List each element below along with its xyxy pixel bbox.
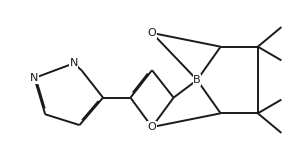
Text: O: O [148, 122, 156, 132]
Text: N: N [30, 73, 39, 83]
Text: B: B [193, 75, 201, 85]
Text: O: O [148, 28, 156, 38]
Text: N: N [70, 58, 78, 68]
